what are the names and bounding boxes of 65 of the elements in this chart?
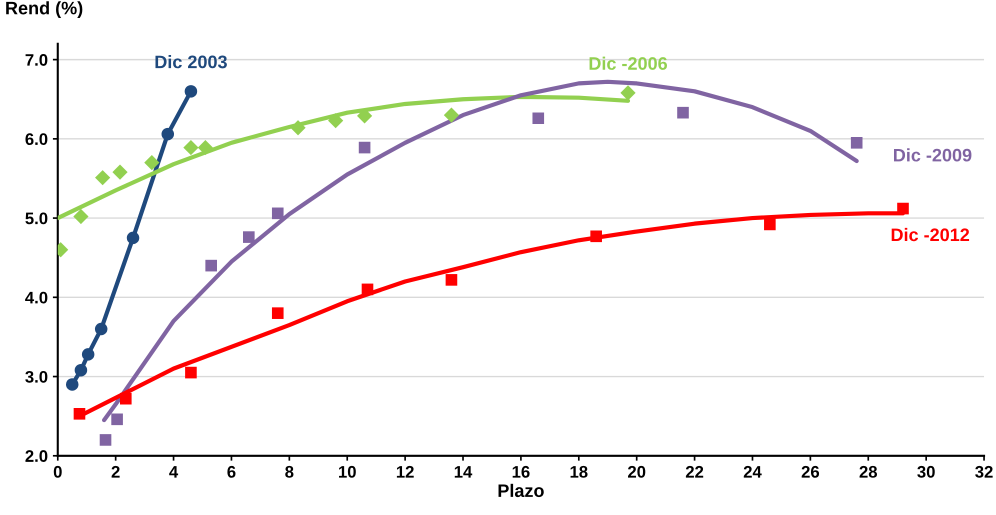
x-tick-label: 24 (744, 466, 762, 478)
point (185, 366, 197, 378)
point (73, 208, 89, 224)
point (446, 274, 458, 286)
x-tick-label: 18 (570, 466, 588, 478)
point (111, 414, 123, 426)
point (290, 120, 306, 136)
point (362, 284, 374, 296)
point (897, 202, 909, 214)
x-tick-label: 8 (285, 466, 294, 478)
x-tick-label: 26 (802, 466, 820, 478)
x-tick-label: 0 (54, 466, 62, 478)
series-label: Dic -2009 (894, 148, 972, 162)
x-tick-label: 2 (112, 466, 120, 478)
point (620, 85, 636, 101)
point (532, 112, 544, 124)
x-axis-title: Plazo (498, 484, 544, 498)
point (272, 307, 284, 319)
point (328, 113, 344, 128)
x-tick-label: 22 (686, 466, 704, 478)
y-tick-label: 4.0 (25, 292, 48, 304)
point (162, 128, 174, 140)
series-label: Dic -2006 (590, 56, 668, 70)
point (66, 378, 78, 391)
y-tick-label: 7.0 (26, 54, 48, 66)
point (590, 230, 602, 242)
x-tick-label: 20 (628, 466, 646, 478)
x-tick-label: 4 (169, 466, 178, 478)
x-tick-label: 16 (512, 466, 530, 478)
series-label: Dic -2012 (892, 228, 970, 242)
point (82, 348, 94, 361)
point (144, 155, 160, 170)
point (677, 106, 689, 119)
point (444, 107, 460, 123)
y-tick-label: 3.0 (25, 370, 48, 383)
point (205, 260, 217, 272)
y-tick-label: 6.0 (25, 133, 48, 146)
point (850, 137, 862, 149)
point (94, 322, 108, 336)
point (100, 434, 112, 446)
series-label: Dic 2003 (155, 55, 227, 68)
point (120, 392, 132, 405)
point (243, 231, 255, 243)
point (764, 218, 776, 230)
x-tick-label: 12 (396, 466, 414, 478)
point (112, 164, 128, 180)
point (358, 142, 370, 154)
x-tick-label: 14 (454, 466, 472, 478)
point (74, 364, 88, 376)
point (184, 85, 198, 98)
line-series (102, 80, 859, 422)
point (74, 408, 86, 420)
point (183, 140, 199, 156)
x-tick-label: 32 (975, 466, 993, 478)
x-tick-label: 30 (917, 466, 935, 478)
point (198, 140, 213, 156)
x-tick-label: 28 (860, 466, 878, 478)
x-tick-label: 10 (339, 466, 356, 478)
point (272, 208, 284, 220)
point (126, 232, 140, 244)
y-axis-title: Rend (%) (6, 1, 82, 18)
x-tick-label: 6 (227, 466, 236, 478)
y-tick-label: 5.0 (25, 212, 48, 224)
y-tick-label: 2.0 (25, 450, 48, 462)
point (95, 170, 110, 186)
